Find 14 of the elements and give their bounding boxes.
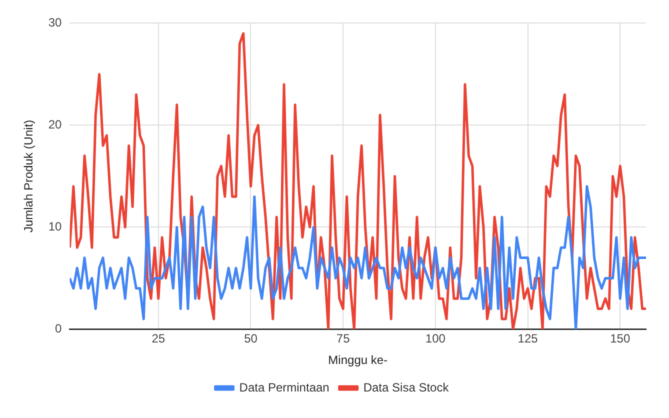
x-tick-label: 125 — [518, 332, 538, 346]
x-axis-title: Minggu ke- — [328, 353, 388, 368]
y-tick-label: 10 — [48, 220, 62, 234]
y-tick-label: 20 — [48, 118, 62, 132]
y-axis-title: Jumlah Produk (Unit) — [22, 120, 36, 233]
y-tick-label: 0 — [55, 322, 62, 336]
x-tick-label: 50 — [244, 332, 258, 346]
x-tick-label: 75 — [336, 332, 350, 346]
y-tick-label: 30 — [48, 16, 62, 30]
x-tick-label: 100 — [425, 332, 446, 346]
x-tick-label: 150 — [610, 332, 630, 346]
x-tick-label: 25 — [152, 332, 166, 346]
legend-label: Data Permintaan — [239, 380, 330, 394]
legend-label: Data Sisa Stock — [363, 380, 450, 394]
